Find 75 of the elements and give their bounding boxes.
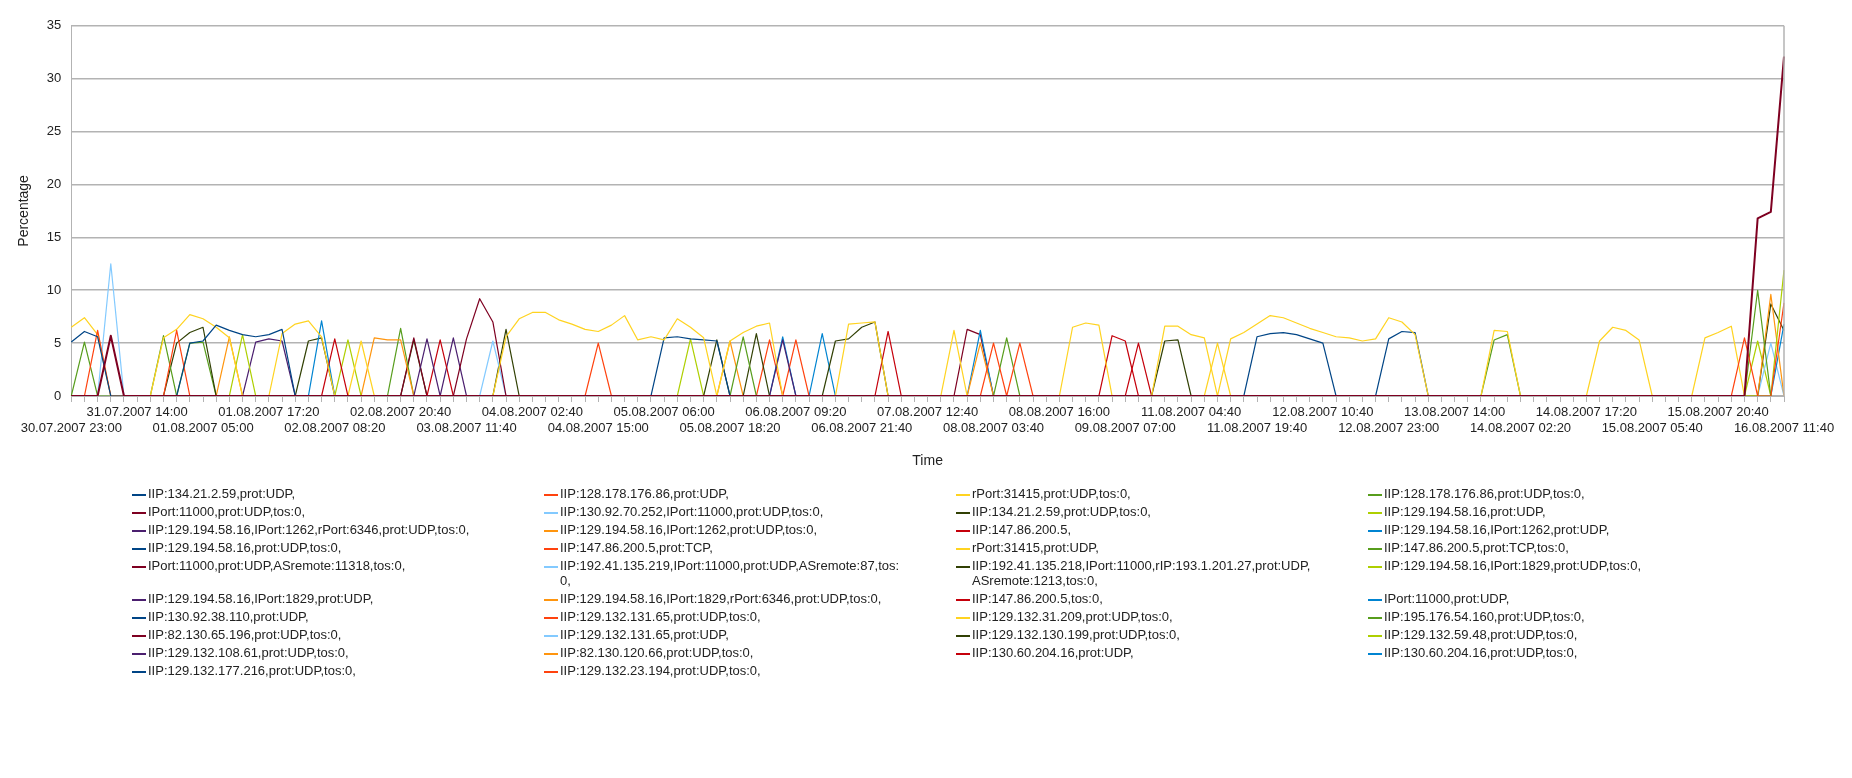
legend-label: IIP:129.194.58.16,IPort:1262,prot:UDP, [1384,522,1611,537]
y-tick-label: 25 [46,123,62,139]
legend-label: IIP:147.86.200.5,tos:0, [972,591,1104,606]
y-tick-label: 0 [54,387,62,403]
legend-label: IIP:192.41.135.218,IPort:11000,rIP:193.1.201.27,prot:UDP,ASremote:1213,tos:0, [972,558,1312,588]
x-tick-label: 15.08.2007 05:40 [1601,419,1703,435]
legend-label: IPort:11000,prot:UDP,tos:0, [148,504,307,519]
legend-label: IIP:192.41.135.219,IPort:11000,prot:UDP,ASremote:87,tos:0, [560,558,900,588]
legend-label: IIP:129.132.59.48,prot:UDP,tos:0, [1384,627,1579,642]
legend-label: IIP:129.132.23.194,prot:UDP,tos:0, [560,663,762,678]
legend-label: IIP:134.21.2.59,prot:UDP,tos:0, [972,504,1152,519]
legend-label: IIP:129.132.131.65,prot:UDP, [560,627,730,642]
legend-label: IIP:129.194.58.16,IPort:1829,rPort:6346,prot:UDP,tos:0, [560,591,883,606]
x-tick-label: 07.08.2007 12:40 [877,404,979,420]
legend-label: IIP:195.176.54.160,prot:UDP,tos:0, [1384,609,1586,624]
y-tick-label: 30 [46,70,62,86]
legend-label: IIP:129.194.58.16,prot:UDP,tos:0, [148,540,343,555]
x-tick-label: 13.08.2007 14:00 [1404,404,1506,420]
legend-label: IIP:147.86.200.5, [972,522,1073,537]
x-tick-label: 06.08.2007 09:20 [745,404,847,420]
legend-label: IIP:129.132.130.199,prot:UDP,tos:0, [972,627,1181,642]
x-tick-label: 16.08.2007 11:40 [1733,419,1835,435]
legend-label: rPort:31415,prot:UDP,tos:0, [972,486,1132,501]
legend-label: IIP:130.92.70.252,IPort:11000,prot:UDP,tos:0, [560,504,825,519]
x-tick-label: 14.08.2007 17:20 [1535,404,1637,420]
x-tick-label: 02.08.2007 20:40 [350,404,452,420]
legend-label: IIP:130.60.204.16,prot:UDP,tos:0, [1384,645,1579,660]
legend-label: rPort:31415,prot:UDP, [972,540,1100,555]
x-tick-label: 03.08.2007 11:40 [416,419,517,435]
x-tick-label: 15.08.2007 20:40 [1667,404,1769,420]
legend-label: IIP:129.132.31.209,prot:UDP,tos:0, [972,609,1174,624]
y-tick-label: 20 [46,176,62,192]
legend-label: IIP:129.194.58.16,IPort:1262,rPort:6346,prot:UDP,tos:0, [148,522,471,537]
legend-label: IIP:147.86.200.5,prot:TCP,tos:0, [1384,540,1570,555]
legend-label: IIP:129.194.58.16,IPort:1829,prot:UDP, [148,591,375,606]
legend-label: IIP:129.132.177.216,prot:UDP,tos:0, [148,663,357,678]
x-tick-label: 09.08.2007 07:00 [1074,419,1176,435]
x-tick-label: 02.08.2007 08:20 [284,419,386,435]
legend-label: IIP:129.132.108.61,prot:UDP,tos:0, [148,645,350,660]
x-tick-label: 01.08.2007 17:20 [218,404,320,420]
legend-label: IIP:129.194.58.16,IPort:1829,prot:UDP,tos:0, [1384,558,1643,573]
x-tick-label: 30.07.2007 23:00 [20,419,122,435]
x-tick-label: 11.08.2007 19:40 [1206,419,1308,435]
y-axis-title: Percentage [15,174,32,247]
legend-label: IIP:147.86.200.5,prot:TCP, [560,540,714,555]
x-axis-title: Time [912,452,944,469]
legend-label: IIP:82.130.65.196,prot:UDP,tos:0, [148,627,343,642]
legend-label: IPort:11000,prot:UDP,ASremote:11318,tos:0, [148,558,407,573]
x-tick-label: 31.07.2007 14:00 [86,404,188,420]
legend-label: IIP:129.132.131.65,prot:UDP,tos:0, [560,609,762,624]
y-tick-label: 10 [46,281,62,297]
legend-label: IIP:134.21.2.59,prot:UDP, [148,486,297,501]
legend-label: IIP:130.60.204.16,prot:UDP, [972,645,1135,660]
x-tick-label: 01.08.2007 05:00 [152,419,254,435]
x-tick-label: 08.08.2007 03:40 [942,419,1045,435]
legend-label: IIP:128.178.176.86,prot:UDP, [560,486,730,501]
x-tick-label: 11.08.2007 04:40 [1141,404,1242,420]
x-tick-label: 05.08.2007 06:00 [613,404,715,420]
x-tick-label: 05.08.2007 18:20 [679,419,781,435]
x-tick-label: 04.08.2007 02:40 [481,404,583,420]
legend-label: IIP:129.194.58.16,prot:UDP, [1384,504,1547,519]
x-tick-label: 14.08.2007 02:20 [1469,419,1572,435]
y-tick-label: 5 [54,334,62,350]
legend-label: IIP:128.178.176.86,prot:UDP,tos:0, [1384,486,1586,501]
x-tick-label: 08.08.2007 16:00 [1008,404,1110,420]
x-tick-label: 12.08.2007 23:00 [1338,419,1440,435]
legend-label: IIP:82.130.120.66,prot:UDP,tos:0, [560,645,755,660]
y-tick-label: 15 [46,228,62,244]
x-tick-label: 04.08.2007 15:00 [547,419,649,435]
legend-label: IPort:11000,prot:UDP, [1384,591,1511,606]
x-tick-label: 12.08.2007 10:40 [1272,404,1374,420]
x-tick-label: 06.08.2007 21:40 [811,419,913,435]
legend-label: IIP:129.194.58.16,IPort:1262,prot:UDP,tos:0, [560,522,819,537]
y-tick-label: 35 [46,17,62,33]
legend-label: IIP:130.92.38.110,prot:UDP, [148,609,310,624]
